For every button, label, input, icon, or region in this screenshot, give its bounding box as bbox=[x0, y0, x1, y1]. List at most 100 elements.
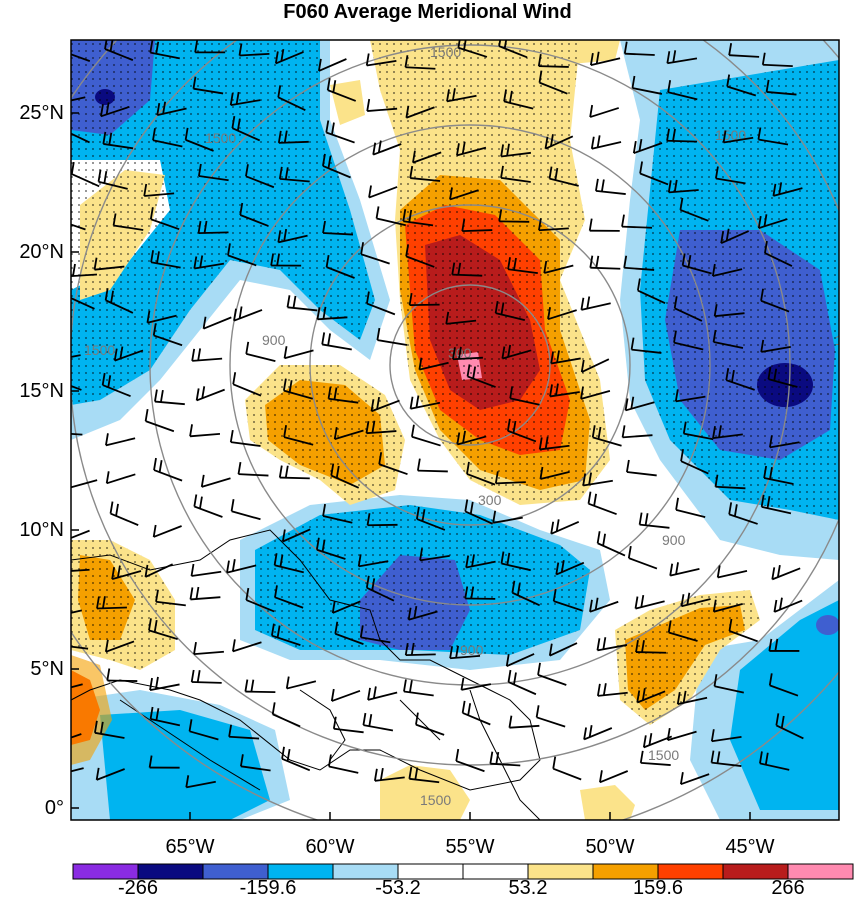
wind-barb bbox=[680, 449, 709, 475]
wind-barb bbox=[764, 240, 793, 267]
range-ring-label: 1500 bbox=[205, 130, 236, 146]
wind-barb bbox=[713, 674, 744, 694]
wind-barb bbox=[726, 74, 757, 97]
wind-barb bbox=[330, 688, 361, 702]
wind-barb bbox=[456, 430, 487, 446]
wind-barb bbox=[365, 420, 397, 435]
wind-barb bbox=[144, 408, 175, 433]
south-yellow-small bbox=[580, 785, 635, 820]
wind-barb bbox=[461, 218, 493, 233]
colorbar-label-neg159: -159.6 bbox=[239, 877, 297, 899]
wind-barb bbox=[368, 185, 398, 199]
wind-barb bbox=[457, 40, 488, 58]
wind-barb bbox=[366, 513, 398, 527]
wind-barb bbox=[286, 295, 318, 312]
wind-barb bbox=[106, 668, 138, 682]
wind-barb bbox=[768, 673, 799, 697]
wind-barb bbox=[555, 560, 585, 576]
wind-barb bbox=[405, 244, 435, 268]
wind-barb bbox=[105, 433, 136, 447]
wind-barb bbox=[372, 140, 402, 156]
range-ring-labels: 3003009009009001500150015001500150015001… bbox=[84, 44, 855, 808]
lon-label-60w: 60°W bbox=[305, 836, 355, 858]
wind-barb bbox=[113, 346, 144, 362]
wind-barb bbox=[228, 724, 260, 740]
wind-barb bbox=[639, 750, 671, 766]
wind-barb bbox=[466, 461, 496, 486]
wind-barb bbox=[237, 461, 269, 477]
wind-barb bbox=[193, 641, 224, 656]
wind-barb bbox=[149, 207, 180, 231]
wind-barb bbox=[501, 344, 532, 360]
wind-barb bbox=[281, 528, 311, 543]
wind-barb bbox=[149, 706, 181, 727]
wind-barb bbox=[71, 354, 81, 358]
wind-barb bbox=[366, 98, 398, 112]
wind-barb bbox=[152, 128, 183, 148]
wind-barb bbox=[148, 618, 178, 641]
wind-barb bbox=[767, 366, 798, 388]
wind-barb bbox=[71, 683, 83, 689]
wind-barbs bbox=[71, 40, 804, 789]
wind-barb bbox=[580, 358, 610, 373]
wind-barb bbox=[621, 425, 653, 439]
wind-barb bbox=[634, 594, 665, 610]
wind-barb bbox=[152, 524, 182, 538]
wind-barb bbox=[374, 767, 405, 782]
colorbar-label-pos266: 266 bbox=[771, 877, 805, 899]
wind-barb bbox=[460, 677, 492, 691]
wind-barb bbox=[416, 458, 448, 473]
wind-barb bbox=[357, 554, 389, 568]
wind-barb bbox=[418, 357, 449, 371]
wind-barb bbox=[635, 639, 667, 654]
wind-barb bbox=[464, 499, 493, 525]
wind-barb bbox=[101, 372, 131, 398]
wind-barb bbox=[680, 592, 711, 608]
wind-barb bbox=[538, 70, 568, 95]
wind-barb bbox=[321, 332, 352, 351]
lat-label-10n: 10°N bbox=[19, 519, 64, 541]
wind-barb bbox=[245, 164, 275, 189]
wind-barb bbox=[728, 43, 760, 58]
wind-barb bbox=[623, 255, 655, 271]
wind-barb bbox=[270, 253, 302, 267]
wind-barb bbox=[667, 620, 698, 642]
wind-barb bbox=[667, 179, 699, 194]
wind-barb bbox=[446, 88, 477, 103]
wind-barb bbox=[445, 311, 477, 325]
wind-barb bbox=[549, 383, 580, 398]
wind-barb bbox=[239, 754, 271, 772]
wind-barb bbox=[330, 463, 360, 489]
wind-barb bbox=[461, 700, 491, 726]
wind-barb bbox=[419, 548, 450, 562]
wind-barb bbox=[596, 683, 628, 697]
range-ring-label: 1500 bbox=[84, 342, 115, 358]
wind-barb bbox=[679, 772, 710, 786]
wind-barb bbox=[768, 638, 800, 652]
colorbar bbox=[72, 863, 854, 880]
lat-label-0: 0° bbox=[44, 797, 64, 819]
wind-barb bbox=[195, 386, 225, 402]
wind-barb bbox=[100, 102, 130, 118]
wind-barb bbox=[466, 364, 496, 388]
lon-label-45w: 45°W bbox=[725, 836, 775, 858]
wind-barb bbox=[365, 53, 397, 67]
wind-barb bbox=[590, 135, 622, 150]
wind-barb bbox=[149, 40, 180, 60]
wind-barb bbox=[190, 563, 222, 577]
wind-barb bbox=[589, 255, 621, 270]
wind-barb bbox=[713, 304, 745, 318]
wind-barb bbox=[505, 653, 535, 668]
range-ring-label: 300 bbox=[478, 492, 502, 508]
range-rings bbox=[71, 40, 839, 820]
wind-barb bbox=[775, 713, 804, 740]
range-ring-label: 1500 bbox=[835, 332, 855, 348]
wind-barb bbox=[535, 705, 566, 728]
wind-barb bbox=[105, 471, 136, 485]
wind-barb bbox=[152, 323, 183, 347]
range-ring-label: 900 bbox=[262, 332, 286, 348]
wind-barb bbox=[547, 307, 577, 321]
wind-barb bbox=[97, 169, 128, 190]
wind-barb bbox=[71, 432, 83, 436]
wind-barb bbox=[95, 767, 125, 781]
